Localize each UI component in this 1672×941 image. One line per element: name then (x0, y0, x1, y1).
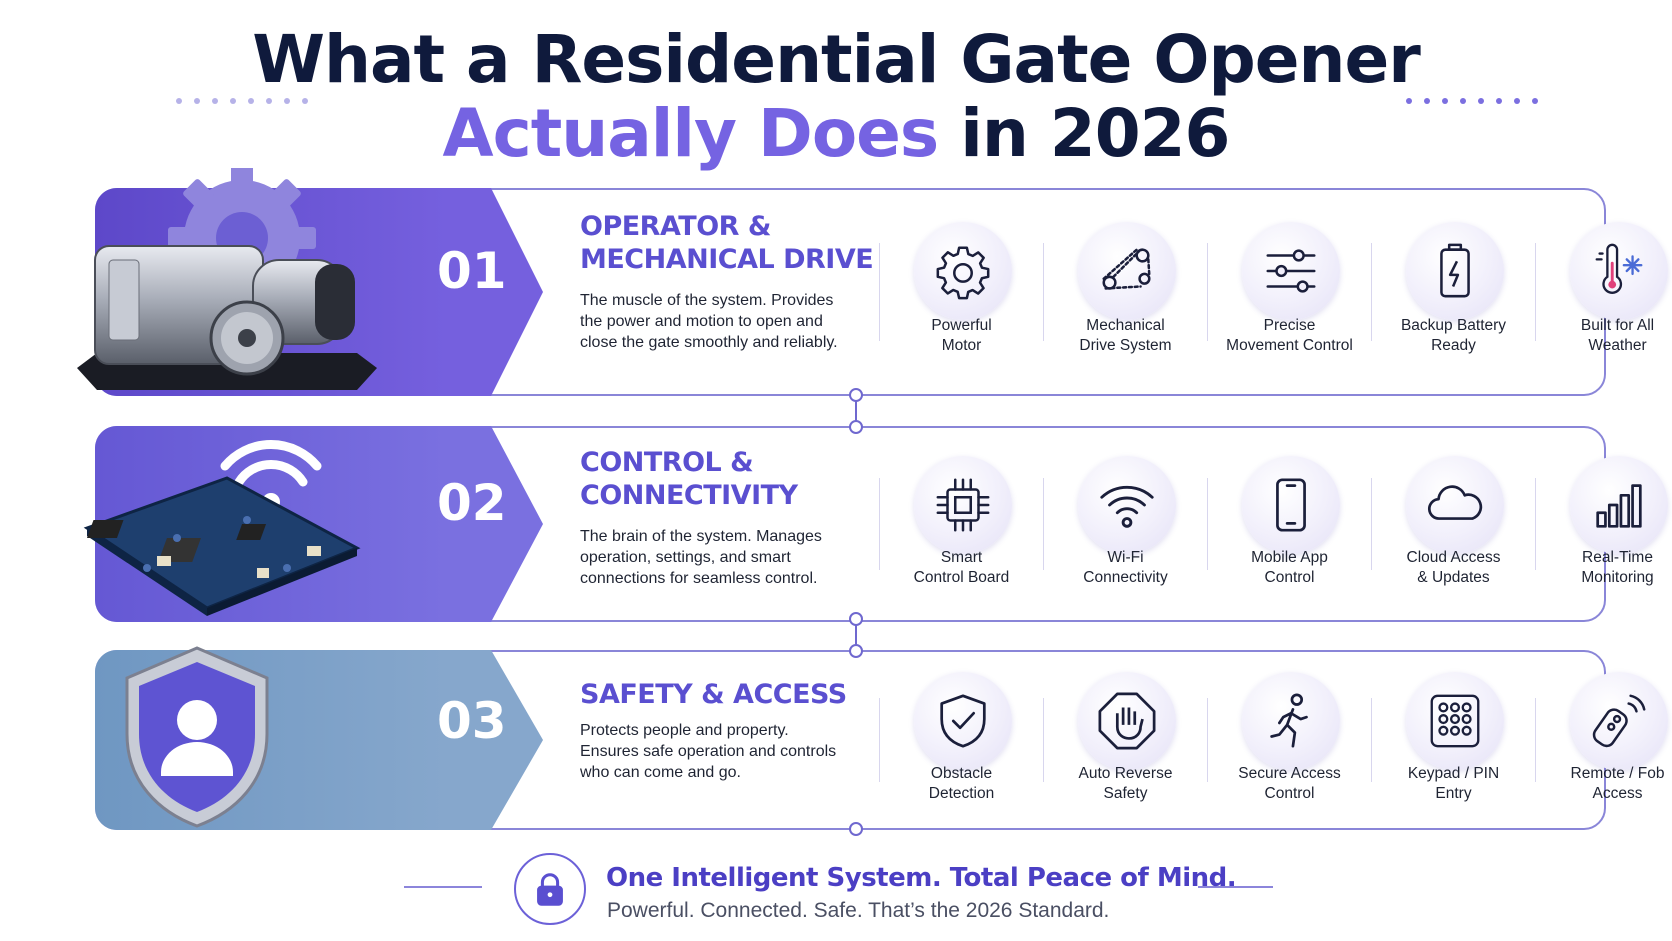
chip-icon (914, 456, 1012, 554)
feature-mobile-app: Mobile App Control (1207, 428, 1371, 620)
feature-auto-reverse: Auto Reverse Safety (1043, 652, 1207, 828)
shield-check-icon (914, 672, 1012, 770)
circuit-board-image (57, 428, 377, 628)
section-arrow (447, 188, 547, 396)
feature-smart-board: Smart Control Board (879, 428, 1043, 620)
feature-list: Powerful Motor Mechanical Drive System Pre… (879, 190, 1672, 394)
page-title-line1: What a Residential Gate Opener (252, 21, 1421, 98)
remote-fob-icon (1570, 672, 1668, 770)
cloud-icon (1406, 456, 1504, 554)
page-title-line2: Actually Does in 2026 (0, 94, 1672, 174)
gear-icon (914, 222, 1012, 320)
feature-label: Keypad / PIN Entry (1407, 765, 1500, 802)
feature-label: Secure Access Control (1238, 765, 1341, 802)
feature-label: Obstacle Detection (928, 765, 995, 802)
section-description: The muscle of the system. Provides the p… (580, 292, 838, 351)
feature-label: Mechanical Drive System (1079, 317, 1172, 354)
battery-icon (1406, 222, 1504, 320)
feature-all-weather: Built for All Weather (1535, 190, 1672, 394)
decor-dots-left (176, 98, 308, 104)
feature-secure-access: Secure Access Control (1207, 652, 1371, 828)
feature-powerful-motor: Powerful Motor (879, 190, 1043, 394)
feature-list: Obstacle Detection Auto Reverse Safety Sec… (879, 652, 1672, 828)
section-title: CONTROL & CONNECTIVITY (580, 447, 798, 511)
feature-monitoring: Real-Time Monitoring (1535, 428, 1672, 620)
footer-headline: One Intelligent System. Total Peace of M… (606, 863, 1237, 893)
feature-label: Remote / Fob Access (1570, 765, 1665, 802)
section-control-connectivity: 02 CONTROL & CONNECTIVITY The brain of t… (83, 426, 1668, 622)
feature-label: Real-Time Monitoring (1581, 549, 1654, 586)
feature-precise-movement: Precise Movement Control (1207, 190, 1371, 394)
section-description: The brain of the system. Manages operati… (580, 528, 822, 587)
footer-subline: Powerful. Connected. Safe. That’s the 20… (607, 899, 1110, 922)
row-connector (849, 388, 863, 434)
chain-drive-icon (1078, 222, 1176, 320)
row-connector-end (849, 822, 863, 838)
gate-motor-image (57, 164, 377, 408)
keypad-icon (1406, 672, 1504, 770)
section-description: Protects people and property. Ensures sa… (580, 722, 837, 781)
feature-label: Built for All Weather (1580, 317, 1655, 354)
shield-user-image (117, 642, 277, 832)
feature-remote-fob: Remote / Fob Access (1535, 652, 1672, 828)
section-safety-access: 03 SAFETY & ACCESS Protects people and p… (95, 646, 1668, 830)
feature-backup-battery: Backup Battery Ready (1371, 190, 1535, 394)
page-title-rest: in 2026 (938, 95, 1230, 172)
section-number: 02 (437, 474, 507, 532)
walking-person-icon (1242, 672, 1340, 770)
section-arrow (447, 650, 547, 830)
feature-label: Wi-Fi Connectivity (1083, 549, 1168, 586)
page-title-accent: Actually Does (442, 95, 940, 172)
thermometer-snow-icon (1570, 222, 1668, 320)
feature-list: Smart Control Board Wi-Fi Connectivity Mob… (879, 428, 1672, 620)
section-operator-drive: 01 OPERATOR & MECHANICAL DRIVE The muscl… (77, 164, 1668, 396)
lock-icon (514, 853, 586, 925)
bar-chart-icon (1570, 456, 1668, 554)
feature-label: Cloud Access & Updates (1406, 549, 1501, 586)
feature-wifi: Wi-Fi Connectivity (1043, 428, 1207, 620)
feature-label: Powerful Motor (931, 317, 992, 354)
feature-label: Smart Control Board (913, 549, 1010, 586)
footer-rule-right (1198, 886, 1273, 888)
row-connector (849, 612, 863, 658)
section-title: OPERATOR & MECHANICAL DRIVE (580, 211, 874, 275)
feature-label: Backup Battery Ready (1400, 317, 1507, 354)
feature-label: Mobile App Control (1251, 549, 1328, 586)
stop-hand-icon (1078, 672, 1176, 770)
phone-icon (1242, 456, 1340, 554)
section-arrow (447, 426, 547, 622)
feature-keypad: Keypad / PIN Entry (1371, 652, 1535, 828)
section-number: 03 (437, 692, 507, 750)
feature-cloud: Cloud Access & Updates (1371, 428, 1535, 620)
feature-mechanical-drive: Mechanical Drive System (1043, 190, 1207, 394)
wifi-icon (1078, 456, 1176, 554)
feature-label: Precise Movement Control (1226, 317, 1353, 354)
section-title: SAFETY & ACCESS (580, 679, 847, 710)
feature-label: Auto Reverse Safety (1078, 765, 1173, 802)
footer-rule-left (404, 886, 482, 888)
section-number: 01 (437, 242, 507, 300)
decor-dots-right (1406, 98, 1538, 104)
feature-obstacle-detection: Obstacle Detection (879, 652, 1043, 828)
sliders-icon (1242, 222, 1340, 320)
